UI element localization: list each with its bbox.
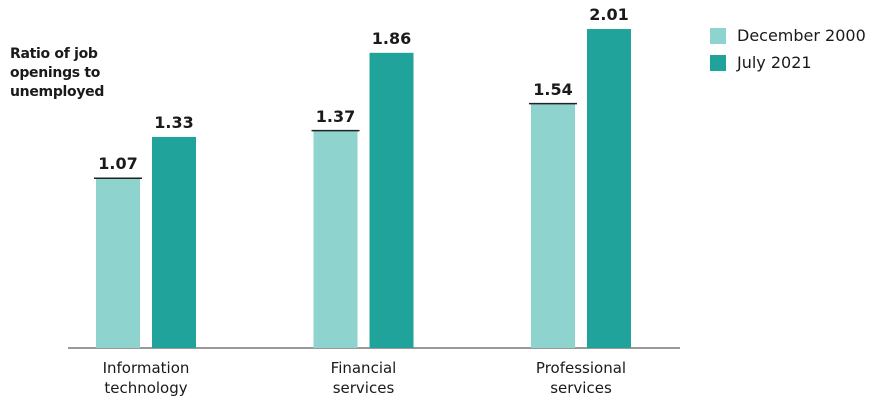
bar <box>96 178 140 348</box>
chart-title: Ratio of job openings to unemployed <box>10 46 105 100</box>
x-tick-label: Financial services <box>330 359 397 397</box>
bar <box>531 103 575 349</box>
value-label: 1.33 <box>154 112 194 132</box>
legend-label: July 2021 <box>737 53 812 72</box>
value-label: 1.07 <box>98 154 138 174</box>
value-label: 1.54 <box>533 79 573 99</box>
bar <box>587 29 631 348</box>
value-label: 1.86 <box>371 28 412 48</box>
value-label: 2.01 <box>589 5 629 24</box>
x-tick-label: Information technology <box>102 359 190 397</box>
legend-swatch <box>710 28 726 44</box>
bar <box>369 52 414 349</box>
bar <box>152 136 196 348</box>
x-tick-label: Professional services <box>535 359 627 397</box>
legend-label: December 2000 <box>737 26 866 45</box>
value-label: 1.37 <box>315 106 356 126</box>
legend-swatch <box>710 55 726 71</box>
bar <box>313 130 358 348</box>
